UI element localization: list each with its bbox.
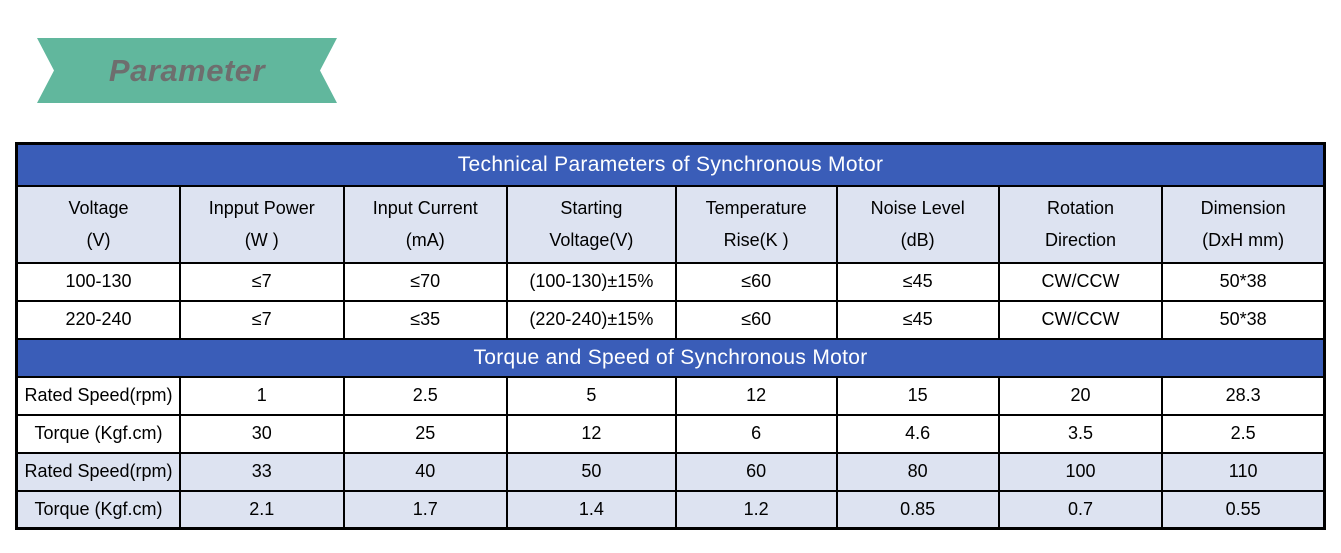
cell: 2.5 <box>342 375 508 416</box>
col-header-line2: Direction <box>1045 229 1117 250</box>
col-header-temperature-rise: Temperature Rise(K ) <box>674 184 838 264</box>
cell: 4.6 <box>835 413 1000 454</box>
cell: 15 <box>835 375 1000 416</box>
cell: ≤35 <box>342 299 508 340</box>
cell: 12 <box>506 413 677 454</box>
col-header-line1: Dimension <box>1200 197 1286 218</box>
col-header-line2: (mA) <box>405 229 445 250</box>
cell: 60 <box>674 451 838 492</box>
col-header-dimension: Dimension (DxH mm) <box>1161 184 1326 264</box>
cell: 110 <box>1161 451 1326 492</box>
cell: 12 <box>674 375 838 416</box>
cell: 0.7 <box>997 489 1164 530</box>
col-header-line2: (dB) <box>900 229 935 250</box>
cell: CW/CCW <box>997 261 1164 302</box>
col-header-line2: Rise(K ) <box>723 229 789 250</box>
col-header-noise-level: Noise Level (dB) <box>835 184 1000 264</box>
cell: 1 <box>179 375 345 416</box>
cell: ≤60 <box>674 299 838 340</box>
cell: ≤45 <box>835 261 1000 302</box>
cell: 0.55 <box>1161 489 1326 530</box>
cell: (100-130)±15% <box>506 261 677 302</box>
cell: 30 <box>179 413 345 454</box>
col-header-line2: (DxH mm) <box>1202 229 1285 250</box>
table-row: Torque (Kgf.cm) 30 25 12 6 4.6 3.5 2.5 <box>15 413 1326 454</box>
cell: (220-240)±15% <box>506 299 677 340</box>
spec-table: Technical Parameters of Synchronous Moto… <box>15 142 1326 530</box>
cell: 2.1 <box>179 489 345 530</box>
parameter-ribbon: Parameter <box>37 38 337 103</box>
col-header-input-power: Inpput Power (W ) <box>179 184 345 264</box>
cell: 28.3 <box>1161 375 1326 416</box>
cell: 0.85 <box>835 489 1000 530</box>
cell: ≤70 <box>342 261 508 302</box>
section1-header-row: Voltage (V) Inpput Power (W ) Input Curr… <box>15 184 1326 264</box>
cell: 1.4 <box>506 489 677 530</box>
col-header-line2: (W ) <box>244 229 279 250</box>
cell: 20 <box>997 375 1164 416</box>
cell: 5 <box>506 375 677 416</box>
cell: 50 <box>506 451 677 492</box>
cell: ≤7 <box>179 261 345 302</box>
cell: 50*38 <box>1161 261 1326 302</box>
col-header-line1: Inpput Power <box>208 197 315 218</box>
table-row: 220-240 ≤7 ≤35 (220-240)±15% ≤60 ≤45 CW/… <box>15 299 1326 340</box>
table-row: Rated Speed(rpm) 33 40 50 60 80 100 110 <box>15 451 1326 492</box>
section2-title: Torque and Speed of Synchronous Motor <box>15 337 1326 378</box>
col-header-line1: Temperature <box>705 197 807 218</box>
col-header-line2: (V) <box>86 229 111 250</box>
section1-title-row: Technical Parameters of Synchronous Moto… <box>15 142 1326 187</box>
col-header-line1: Starting <box>560 197 623 218</box>
table-row: 100-130 ≤7 ≤70 (100-130)±15% ≤60 ≤45 CW/… <box>15 261 1326 302</box>
cell: 33 <box>179 451 345 492</box>
cell: ≤45 <box>835 299 1000 340</box>
table-row: Torque (Kgf.cm) 2.1 1.7 1.4 1.2 0.85 0.7… <box>15 489 1326 530</box>
table-row: Rated Speed(rpm) 1 2.5 5 12 15 20 28.3 <box>15 375 1326 416</box>
col-header-line1: Voltage <box>68 197 129 218</box>
cell: 40 <box>342 451 508 492</box>
col-header-line1: Rotation <box>1047 197 1115 218</box>
cell: 100-130 <box>15 261 181 302</box>
cell: 100 <box>997 451 1164 492</box>
col-header-rotation-direction: Rotation Direction <box>997 184 1164 264</box>
section1-title: Technical Parameters of Synchronous Moto… <box>15 142 1326 187</box>
section2-title-row: Torque and Speed of Synchronous Motor <box>15 337 1326 378</box>
col-header-line1: Noise Level <box>870 197 965 218</box>
cell: 50*38 <box>1161 299 1326 340</box>
cell: ≤7 <box>179 299 345 340</box>
cell: 1.2 <box>674 489 838 530</box>
col-header-line1: Input Current <box>372 197 478 218</box>
cell: 6 <box>674 413 838 454</box>
cell: 2.5 <box>1161 413 1326 454</box>
col-header-input-current: Input Current (mA) <box>342 184 508 264</box>
cell: 220-240 <box>15 299 181 340</box>
cell: 1.7 <box>342 489 508 530</box>
cell: ≤60 <box>674 261 838 302</box>
row-label: Rated Speed(rpm) <box>15 451 181 492</box>
cell: CW/CCW <box>997 299 1164 340</box>
parameter-ribbon-label: Parameter <box>108 52 266 88</box>
row-label: Torque (Kgf.cm) <box>15 489 181 530</box>
col-header-voltage: Voltage (V) <box>15 184 181 264</box>
cell: 80 <box>835 451 1000 492</box>
col-header-starting-voltage: Starting Voltage(V) <box>506 184 677 264</box>
cell: 3.5 <box>997 413 1164 454</box>
cell: 25 <box>342 413 508 454</box>
row-label: Rated Speed(rpm) <box>15 375 181 416</box>
row-label: Torque (Kgf.cm) <box>15 413 181 454</box>
col-header-line2: Voltage(V) <box>549 229 634 250</box>
